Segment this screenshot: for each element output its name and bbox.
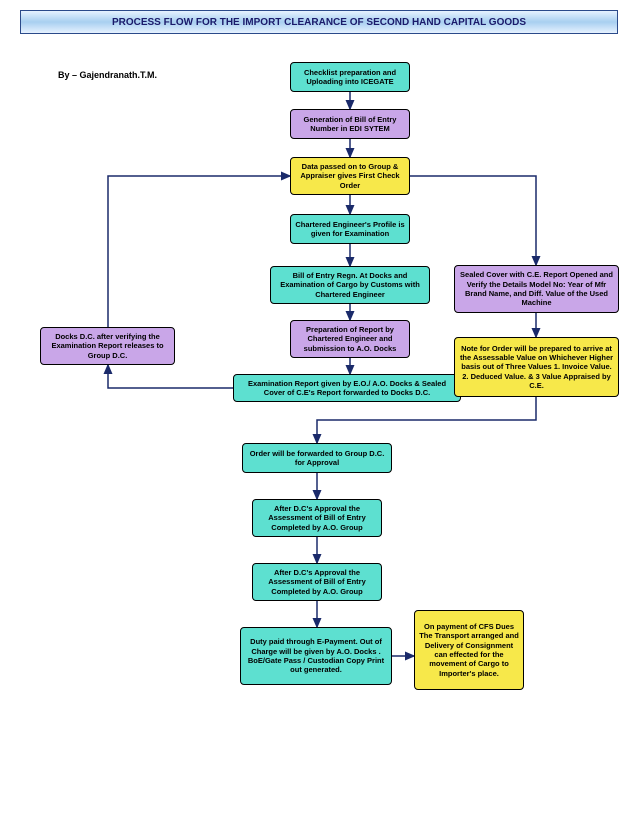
flow-node-n14: Duty paid through E-Payment. Out of Char… (240, 627, 392, 685)
flow-node-n5: Bill of Entry Regn. At Docks and Examina… (270, 266, 430, 304)
flow-node-n7: Examination Report given by E.O./ A.O. D… (233, 374, 461, 402)
flow-node-n3: Data passed on to Group & Appraiser give… (290, 157, 410, 195)
flow-node-n8: Sealed Cover with C.E. Report Opened and… (454, 265, 619, 313)
connector-arrow (410, 176, 536, 265)
connector-arrow (108, 176, 290, 327)
flow-node-n13: After D.C's Approval the Assessment of B… (252, 563, 382, 601)
flow-node-n1: Checklist preparation and Uploading into… (290, 62, 410, 92)
connector-arrow (108, 365, 233, 388)
author-label: By – Gajendranath.T.M. (58, 70, 157, 80)
flow-node-n10: Docks D.C. after verifying the Examinati… (40, 327, 175, 365)
flow-node-n12: After D.C's Approval the Assessment of B… (252, 499, 382, 537)
flow-node-n15: On payment of CFS Dues The Transport arr… (414, 610, 524, 690)
flow-node-n9: Note for Order will be prepared to arriv… (454, 337, 619, 397)
flow-node-n6: Preparation of Report by Chartered Engin… (290, 320, 410, 358)
page-title: PROCESS FLOW FOR THE IMPORT CLEARANCE OF… (20, 10, 618, 34)
connector-arrow (317, 397, 536, 443)
flow-node-n4: Chartered Engineer's Profile is given fo… (290, 214, 410, 244)
flow-node-n11: Order will be forwarded to Group D.C. fo… (242, 443, 392, 473)
flow-node-n2: Generation of Bill of Entry Number in ED… (290, 109, 410, 139)
